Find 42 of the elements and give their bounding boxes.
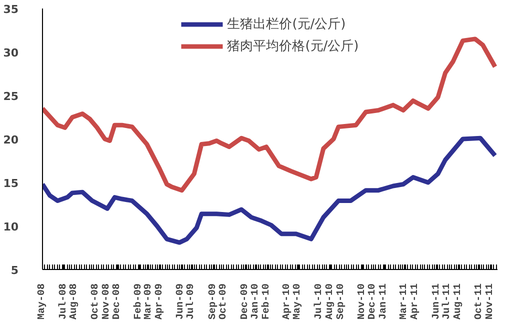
x-tick-label: May-08 [37,283,48,320]
x-tick-label: Nov-10 [357,283,368,320]
x-tick-label: Jun-09 [176,283,187,320]
x-tick-label: Jan-10 [250,283,262,320]
x-tick-label: Mar-09 [143,283,154,320]
x-tick-label: Nov-08 [101,283,112,320]
x-tick-label: Nov-11 [484,283,496,320]
y-tick-label: 25 [3,90,19,103]
x-tick-label: Jan-11 [378,283,390,320]
legend-label: 生猪出栏价(元/公斤) [227,16,346,33]
y-tick-label: 5 [10,264,18,277]
line-series [42,136,498,245]
x-tick-label: Mar-11 [399,283,410,320]
x-tick-label: Sep-09 [208,283,219,320]
x-tick-label: Aug-11 [452,283,464,320]
x-tick-label: Apr-09 [154,283,166,320]
legend-label: 猪肉平均价格(元/公斤) [227,38,359,55]
x-tick-label: Jul-09 [185,283,198,320]
x-tick-label: Aug-10 [324,283,336,320]
y-tick-label: 30 [3,46,19,60]
x-tick-label: Jul-10 [313,283,326,320]
x-tick-label: Dec-08 [112,283,123,320]
y-tick-label: 15 [3,177,19,190]
x-tick-label: Aug-08 [69,283,80,320]
line-series [42,36,498,193]
y-tick-label: 10 [3,220,19,234]
x-tick-label: Feb-10 [260,283,273,320]
x-tick-label: Jul-11 [440,283,453,320]
y-tick-label: 35 [3,3,19,16]
x-tick-label: Sep-10 [336,283,347,320]
x-tick-label: Jun-11 [431,283,442,320]
x-tick-label: Dec-09 [240,283,251,320]
x-tick-label: Dec-10 [368,283,379,320]
x-tick-label: Apr-10 [282,283,294,320]
x-tick-label: Jul-08 [57,283,70,320]
x-tick-label: Apr-11 [410,283,422,320]
y-tick-label: 20 [3,134,19,146]
x-tick-label: Feb-09 [132,283,145,320]
x-tick-label: Oct-08 [90,283,102,320]
x-tick-label: May-10 [292,283,304,320]
x-tick-label: Oct-11 [474,283,486,320]
x-tick-label: Oct-09 [218,283,230,320]
